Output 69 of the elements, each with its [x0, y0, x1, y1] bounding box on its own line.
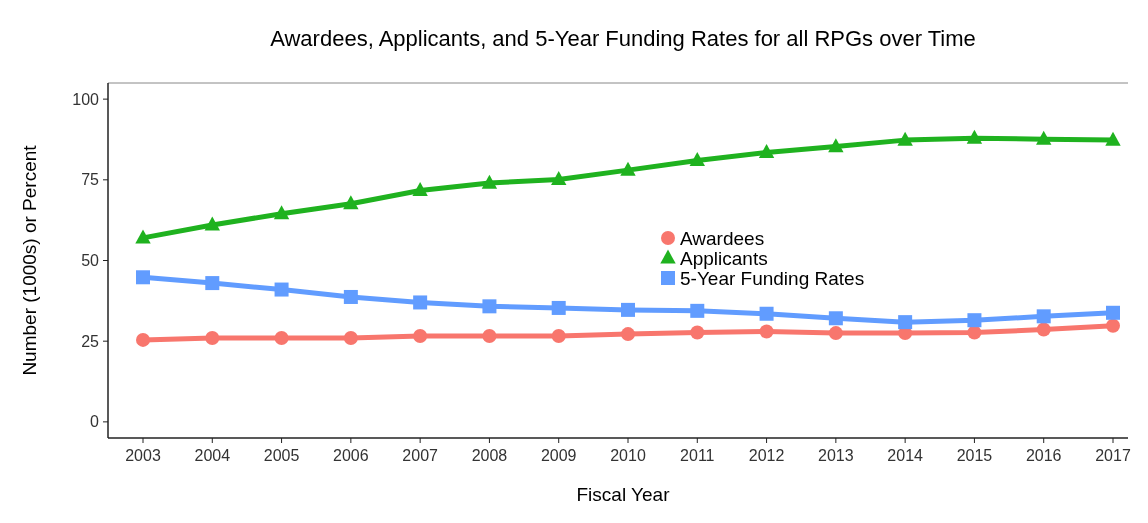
- x-tick-label: 2011: [680, 447, 715, 464]
- x-tick-label: 2006: [333, 447, 369, 464]
- point: [966, 129, 983, 144]
- x-tick-label: 2005: [263, 447, 300, 464]
- x-tick-label: 2015: [956, 447, 993, 464]
- point: [898, 315, 913, 330]
- point: [204, 216, 220, 231]
- point: [343, 195, 359, 210]
- point: [136, 332, 150, 347]
- point: [412, 182, 428, 197]
- chart-title: Awardees, Applicants, and 5-Year Funding Rates for all RPGs over Time: [270, 26, 976, 51]
- point: [1036, 130, 1052, 145]
- y-tick-label: 100: [72, 90, 100, 108]
- point: [551, 300, 566, 315]
- point: [758, 143, 775, 158]
- point: [1036, 309, 1051, 324]
- point: [690, 303, 705, 318]
- point: [135, 229, 151, 244]
- point: [551, 171, 567, 186]
- point: [413, 329, 428, 344]
- point: [620, 161, 636, 176]
- point: [828, 138, 844, 153]
- point: [343, 289, 358, 304]
- x-tick-label: 2004: [194, 447, 231, 464]
- point: [273, 205, 290, 220]
- y-tick-label: 50: [81, 252, 100, 270]
- y-tick-label: 25: [81, 332, 100, 350]
- legend-label: Applicants: [680, 247, 768, 269]
- x-tick-label: 2010: [610, 447, 646, 464]
- point: [481, 174, 498, 189]
- point: [759, 306, 774, 321]
- x-tick-label: 2003: [125, 447, 161, 464]
- point: [621, 302, 635, 317]
- point: [828, 326, 843, 341]
- point: [759, 324, 774, 339]
- point: [136, 270, 150, 285]
- point: [1106, 318, 1120, 333]
- y-tick-label: 0: [90, 413, 100, 431]
- point: [1036, 322, 1051, 337]
- x-tick-label: 2013: [818, 447, 854, 464]
- point: [551, 329, 566, 344]
- point: [482, 329, 497, 344]
- point: [205, 330, 220, 345]
- x-tick-label: 2014: [887, 447, 924, 464]
- point: [689, 152, 705, 167]
- point: [274, 282, 289, 297]
- point: [343, 330, 358, 345]
- point: [1105, 131, 1121, 146]
- point: [205, 276, 220, 291]
- x-tick-label: 2008: [471, 447, 508, 464]
- point: [621, 327, 635, 342]
- x-axis-title: Fiscal Year: [576, 484, 671, 505]
- legend-label: Awardees: [680, 227, 765, 249]
- x-tick-label: 2012: [748, 447, 785, 464]
- point: [967, 313, 982, 328]
- point: [482, 299, 497, 314]
- point: [828, 311, 843, 326]
- point: [274, 330, 289, 345]
- point: [897, 131, 913, 146]
- y-tick-label: 75: [81, 171, 100, 189]
- y-axis-title: Number (1000s) or Percent: [19, 144, 40, 376]
- x-tick-label: 2016: [1025, 447, 1062, 464]
- point: [413, 295, 428, 310]
- point: [967, 325, 982, 340]
- x-tick-label: 2017: [1095, 447, 1131, 464]
- x-tick-label: 2007: [402, 447, 439, 464]
- x-tick-label: 2009: [540, 447, 577, 464]
- point: [690, 325, 705, 340]
- point: [1106, 305, 1120, 320]
